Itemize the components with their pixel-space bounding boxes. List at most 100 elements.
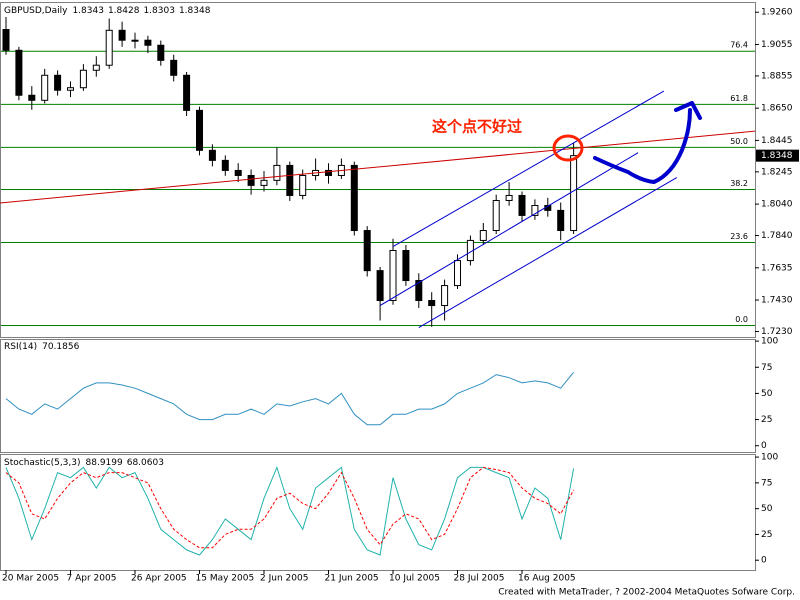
stochastic-title: Stochastic(5,3,3): [4, 458, 81, 468]
y-tick-label: 0: [761, 556, 767, 566]
stochastic-k-value: 88.9199: [86, 458, 123, 468]
fib-label: 23.6: [730, 232, 748, 241]
indicator-line: [5, 371, 574, 426]
last-low: 1.8303: [143, 6, 175, 16]
candle-body: [325, 169, 332, 176]
candle-body: [67, 87, 74, 91]
y-tick-label: 75: [761, 363, 772, 373]
last-close: 1.8348: [179, 6, 211, 16]
forecast-arrow: [593, 108, 692, 185]
candle-body: [15, 49, 23, 96]
rsi-header: RSI(14) 70.1856: [4, 342, 80, 352]
candle-body: [79, 69, 87, 89]
candle-body: [208, 149, 216, 161]
y-tick-label: 1.7430: [761, 296, 793, 306]
y-tick-label: 1.9260: [761, 8, 793, 18]
candle-body: [415, 280, 423, 302]
candle-body: [183, 74, 191, 111]
y-tick-label: 100: [761, 337, 778, 347]
x-tick-label: 10 Jul 2005: [389, 574, 440, 584]
y-tick-label: 1.9055: [761, 40, 793, 50]
main-panel: [0, 2, 756, 338]
forecast-arrowhead: [674, 101, 702, 120]
y-tick-label: 0: [761, 441, 767, 451]
y-tick-label: 1.8040: [761, 200, 793, 210]
y-tick-label: 1.7230: [761, 327, 793, 337]
fib-label: 50.0: [730, 137, 748, 146]
y-tick-label: 1.8855: [761, 71, 793, 81]
candle-body: [557, 209, 565, 232]
candle-body: [479, 230, 487, 241]
last-high: 1.8428: [108, 6, 140, 16]
y-tick-label: 1.8650: [761, 104, 793, 114]
last-open: 1.8343: [72, 6, 104, 16]
candle-body: [299, 174, 307, 196]
rsi-value: 70.1856: [42, 342, 79, 352]
trendline: [418, 177, 678, 328]
x-tick-label: 2 Jun 2005: [260, 574, 308, 584]
candle-body: [157, 44, 165, 61]
candle-body: [441, 285, 449, 307]
y-tick-label: 1.8445: [761, 136, 793, 146]
x-tick-label: 7 Apr 2005: [67, 574, 117, 584]
price-tag-label: 1.8348: [761, 151, 793, 161]
candle-body: [531, 205, 539, 216]
candle-body: [570, 155, 578, 232]
candle-body: [2, 29, 10, 51]
y-tick-label: 1.7635: [761, 263, 793, 273]
main-header: GBPUSD,Daily 1.8343 1.8428 1.8303 1.8348: [4, 6, 211, 16]
fib-label: 38.2: [730, 179, 748, 188]
candle-body: [234, 169, 242, 176]
symbol-title: GBPUSD,Daily: [4, 6, 68, 16]
candle-body: [376, 270, 384, 302]
stochastic-header: Stochastic(5,3,3) 88.9199 68.0603: [4, 458, 164, 468]
candle-body: [518, 194, 526, 216]
candle-body: [428, 300, 436, 307]
candle-body: [144, 39, 152, 46]
candle-body: [54, 74, 62, 91]
fib-label: 61.8: [730, 94, 748, 103]
footer: Created with MetaTrader, ? 2002-2004 Met…: [498, 588, 795, 598]
annotation: 这个点不好过: [432, 118, 522, 136]
stochastic-panel: [0, 454, 756, 571]
candle-body: [28, 94, 36, 101]
x-tick-label: 15 May 2005: [196, 574, 255, 584]
candle-body: [170, 59, 178, 76]
y-tick-label: 100: [761, 453, 778, 463]
y-tick-label: 75: [761, 478, 772, 488]
candle-body: [492, 199, 500, 232]
trendline: [379, 152, 639, 306]
candle-body: [505, 194, 513, 201]
rsi-panel: [0, 339, 756, 453]
candle-body: [454, 260, 461, 287]
candle-body: [105, 29, 113, 66]
candle-body: [118, 29, 126, 41]
fib-label: 0.0: [735, 315, 748, 324]
x-tick-label: 16 Aug 2005: [518, 574, 576, 584]
rsi-title: RSI(14): [4, 342, 37, 352]
candle-body: [260, 179, 268, 186]
x-tick-label: 26 Apr 2005: [131, 574, 187, 584]
x-tick-label: 21 Jun 2005: [325, 574, 379, 584]
candle-body: [402, 249, 410, 282]
y-tick-label: 25: [761, 530, 772, 540]
candle-body: [273, 164, 281, 181]
candle-body: [286, 164, 294, 196]
candle-body: [350, 164, 358, 232]
y-tick-label: 1.7840: [761, 231, 793, 241]
candle-body: [389, 249, 397, 302]
y-tick-label: 50: [761, 504, 773, 514]
x-tick-label: 28 Jul 2005: [454, 574, 505, 584]
candle-body: [131, 39, 139, 42]
price-tag: [756, 149, 799, 162]
stochastic-d-value: 68.0603: [127, 458, 164, 468]
trendline: [392, 90, 665, 247]
candle-body: [247, 174, 255, 186]
trendlines: [0, 90, 755, 328]
candle-body: [92, 64, 100, 71]
plot-layer: 1.9260 1.9055 1.8855 1.8650 1.8445 1.8245 1.80…: [0, 8, 799, 584]
y-tick-label: 50: [761, 389, 773, 399]
